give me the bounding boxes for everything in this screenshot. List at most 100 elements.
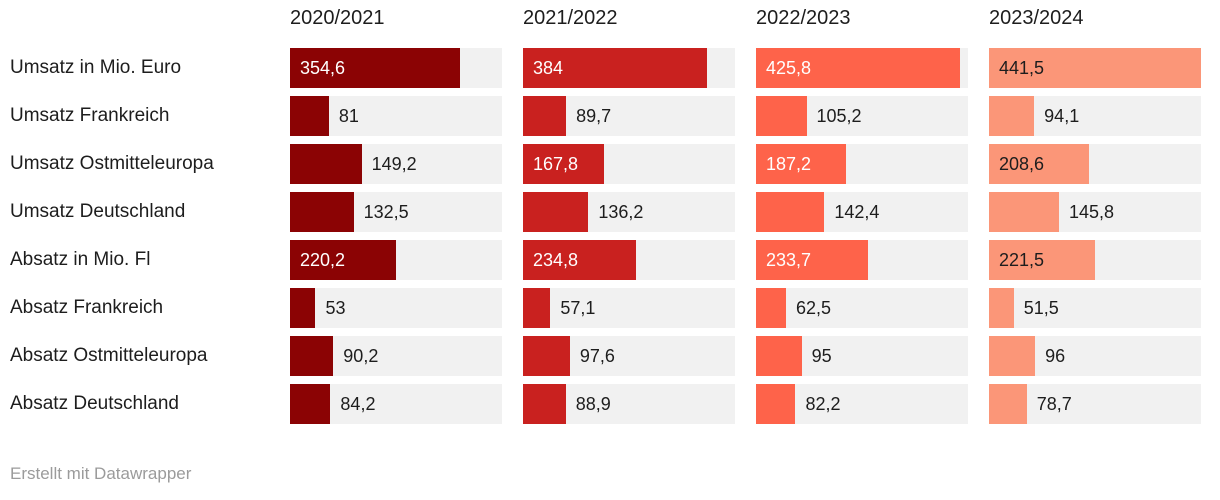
bar [756, 336, 802, 376]
bar [989, 336, 1036, 376]
row-label: Absatz Frankreich [10, 297, 164, 318]
bar-track: 425,8 [756, 48, 968, 88]
bar-track: 96 [989, 336, 1201, 376]
bar-value-label: 97,6 [579, 346, 615, 366]
bar-value-label: 105,2 [816, 106, 862, 126]
bar [523, 336, 570, 376]
row-label: Absatz Ostmitteleuropa [10, 345, 208, 366]
table-row: Absatz Ostmitteleuropa 90,2 97,6 95 96 [0, 336, 1220, 384]
bar [523, 192, 589, 232]
bar-track: 62,5 [756, 288, 968, 328]
bar-value-label: 89,7 [576, 106, 612, 126]
bar-value-label: 78,7 [1036, 394, 1072, 414]
bar-value-label: 132,5 [363, 202, 409, 222]
bar [756, 288, 786, 328]
table-row: Umsatz in Mio. Euro 354,6 384 425,8 441,5 [0, 48, 1220, 96]
bar-track: 145,8 [989, 192, 1201, 232]
bar-track: 354,6 [290, 48, 502, 88]
bar-track: 167,8 [523, 144, 735, 184]
bar-value-label: 441,5 [999, 58, 1045, 78]
row-label: Umsatz Ostmitteleuropa [10, 153, 214, 174]
bar-track: 208,6 [989, 144, 1201, 184]
bar: 425,8 [756, 48, 961, 88]
column-header-2023-2024: 2023/2024 [989, 7, 1084, 29]
table-row: Absatz Deutschland 84,2 88,9 82,2 78,7 [0, 384, 1220, 432]
row-label: Umsatz Deutschland [10, 201, 186, 222]
row-label: Umsatz Frankreich [10, 105, 170, 126]
bar [290, 288, 316, 328]
bar-track: 94,1 [989, 96, 1201, 136]
bar-track: 234,8 [523, 240, 735, 280]
bar-value-label: 233,7 [766, 250, 812, 270]
bar: 354,6 [290, 48, 461, 88]
row-label: Absatz in Mio. Fl [10, 249, 151, 270]
bar-track: 81 [290, 96, 502, 136]
bar-value-label: 149,2 [371, 154, 417, 174]
bar-value-label: 145,8 [1069, 202, 1115, 222]
bar-value-label: 82,2 [805, 394, 841, 414]
bar-value-label: 94,1 [1044, 106, 1080, 126]
bar-value-label: 53 [325, 298, 346, 318]
bar-track: 136,2 [523, 192, 735, 232]
bar: 167,8 [523, 144, 604, 184]
bar-track: 233,7 [756, 240, 968, 280]
bar-track: 51,5 [989, 288, 1201, 328]
bar-value-label: 90,2 [343, 346, 379, 366]
bar: 187,2 [756, 144, 846, 184]
bar-track: 89,7 [523, 96, 735, 136]
bar [523, 384, 566, 424]
table-row: Umsatz Ostmitteleuropa 149,2 167,8 187,2 208… [0, 144, 1220, 192]
bar-track: 220,2 [290, 240, 502, 280]
bar-track: 53 [290, 288, 502, 328]
bar-track: 82,2 [756, 384, 968, 424]
table-row: Umsatz Frankreich 81 89,7 105,2 94,1 [0, 96, 1220, 144]
bar-value-label: 62,5 [796, 298, 832, 318]
column-header-2021-2022: 2021/2022 [523, 7, 618, 29]
bar-track: 90,2 [290, 336, 502, 376]
bar [290, 144, 362, 184]
bar-value-label: 221,5 [999, 250, 1045, 270]
bar-track: 105,2 [756, 96, 968, 136]
column-header-2020-2021: 2020/2021 [290, 7, 385, 29]
bar-track: 187,2 [756, 144, 968, 184]
bar [290, 336, 334, 376]
bar-track: 57,1 [523, 288, 735, 328]
bar-value-label: 384 [533, 58, 564, 78]
bar [290, 192, 354, 232]
bar [989, 192, 1059, 232]
bar [756, 192, 825, 232]
table-row: Absatz in Mio. Fl 220,2 234,8 233,7 221,5 [0, 240, 1220, 288]
bar: 208,6 [989, 144, 1090, 184]
bar: 384 [523, 48, 708, 88]
bar-value-label: 234,8 [533, 250, 579, 270]
bar-track: 95 [756, 336, 968, 376]
bar [989, 96, 1035, 136]
bar-track: 78,7 [989, 384, 1201, 424]
bar-track: 97,6 [523, 336, 735, 376]
bar-track: 221,5 [989, 240, 1201, 280]
bar [989, 384, 1027, 424]
table-row: Absatz Frankreich 53 57,1 62,5 51,5 [0, 288, 1220, 336]
bar-value-label: 84,2 [340, 394, 376, 414]
bar-value-label: 208,6 [999, 154, 1045, 174]
bar: 221,5 [989, 240, 1096, 280]
bar-value-label: 88,9 [575, 394, 611, 414]
bar [290, 384, 331, 424]
bar [523, 288, 551, 328]
bar [290, 96, 329, 136]
bar: 233,7 [756, 240, 869, 280]
bar-track: 84,2 [290, 384, 502, 424]
bar-value-label: 136,2 [598, 202, 644, 222]
bar-value-label: 167,8 [533, 154, 579, 174]
column-header-row: 2020/2021 2021/2022 2022/2023 2023/2024 [0, 0, 1220, 48]
bar-track: 441,5 [989, 48, 1201, 88]
bar [756, 384, 796, 424]
bar-value-label: 95 [811, 346, 832, 366]
bar-value-label: 96 [1045, 346, 1066, 366]
bar-track: 149,2 [290, 144, 502, 184]
bar: 234,8 [523, 240, 636, 280]
bar [756, 96, 807, 136]
datawrapper-credit: Erstellt mit Datawrapper [10, 464, 192, 483]
chart-rows: Umsatz in Mio. Euro 354,6 384 425,8 441,5 Ums… [0, 48, 1220, 432]
